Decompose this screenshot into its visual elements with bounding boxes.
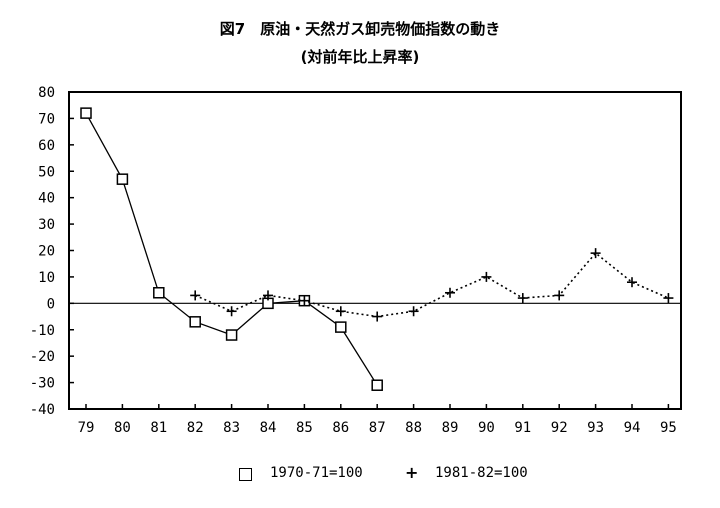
legend-series-2: 1981-82=100 bbox=[435, 465, 528, 481]
y-tick-label: 70 bbox=[38, 111, 55, 127]
data-point-plus bbox=[226, 306, 237, 317]
legend-series-1: 1970-71=100 bbox=[270, 465, 363, 481]
data-point-square bbox=[116, 173, 129, 185]
x-tick-label: 93 bbox=[587, 420, 604, 436]
y-tick-label: 80 bbox=[38, 85, 55, 101]
x-tick-label: 80 bbox=[114, 420, 131, 436]
plot-area-frame bbox=[68, 91, 682, 410]
data-point-plus bbox=[554, 290, 565, 301]
data-point-plus bbox=[335, 306, 346, 317]
x-tick-label: 90 bbox=[478, 420, 495, 436]
x-tick-label: 85 bbox=[296, 420, 313, 436]
x-tick-label: 83 bbox=[223, 420, 240, 436]
x-tick-label: 88 bbox=[405, 420, 422, 436]
x-tick-label: 82 bbox=[187, 420, 204, 436]
data-point-plus bbox=[299, 295, 310, 306]
x-tick-label: 91 bbox=[514, 420, 531, 436]
data-point-square bbox=[335, 321, 347, 333]
y-tick-label: -40 bbox=[30, 402, 55, 418]
series-line-1 bbox=[85, 112, 378, 386]
chart-title: 図7 原油・天然ガス卸売物価指数の動き bbox=[219, 20, 501, 38]
data-point-square bbox=[189, 316, 201, 328]
data-point-plus bbox=[481, 271, 492, 282]
y-tick-label: 40 bbox=[38, 191, 55, 207]
data-point-plus bbox=[372, 311, 383, 322]
data-point-plus bbox=[190, 290, 201, 301]
data-point-plus bbox=[663, 293, 674, 304]
y-tick-label: 50 bbox=[38, 164, 55, 180]
y-tick-label: -30 bbox=[30, 376, 55, 392]
y-tick-label: 10 bbox=[38, 270, 55, 286]
data-point-plus bbox=[590, 248, 601, 259]
x-tick-label: 92 bbox=[551, 420, 568, 436]
x-tick-label: 84 bbox=[260, 420, 277, 436]
x-tick-label: 94 bbox=[624, 420, 641, 436]
y-tick-label: -10 bbox=[30, 323, 55, 339]
x-tick-label: 79 bbox=[78, 420, 95, 436]
chart-subtitle: (対前年比上昇率) bbox=[300, 48, 420, 66]
x-tick-label: 89 bbox=[442, 420, 459, 436]
x-tick-label: 81 bbox=[150, 420, 167, 436]
data-point-square bbox=[80, 107, 92, 119]
x-tick-label: 95 bbox=[660, 420, 677, 436]
series-line-2 bbox=[194, 252, 669, 318]
x-tick-label: 87 bbox=[369, 420, 386, 436]
x-tick-label: 86 bbox=[332, 420, 349, 436]
data-point-square bbox=[153, 287, 165, 299]
legend-plus-marker: + bbox=[405, 463, 419, 482]
data-point-plus bbox=[445, 287, 455, 298]
y-tick-label: 60 bbox=[38, 138, 55, 154]
data-point-plus bbox=[627, 277, 637, 288]
data-point-plus bbox=[408, 306, 419, 317]
legend-square-marker bbox=[239, 468, 252, 481]
y-tick-label: 20 bbox=[38, 244, 55, 260]
y-tick-label: 30 bbox=[38, 217, 55, 233]
data-point-plus bbox=[263, 290, 273, 301]
data-point-plus bbox=[517, 293, 528, 304]
y-tick-label: -20 bbox=[30, 349, 55, 365]
data-point-square bbox=[371, 379, 383, 391]
y-tick-label: 0 bbox=[47, 296, 55, 312]
data-point-square bbox=[225, 329, 238, 341]
